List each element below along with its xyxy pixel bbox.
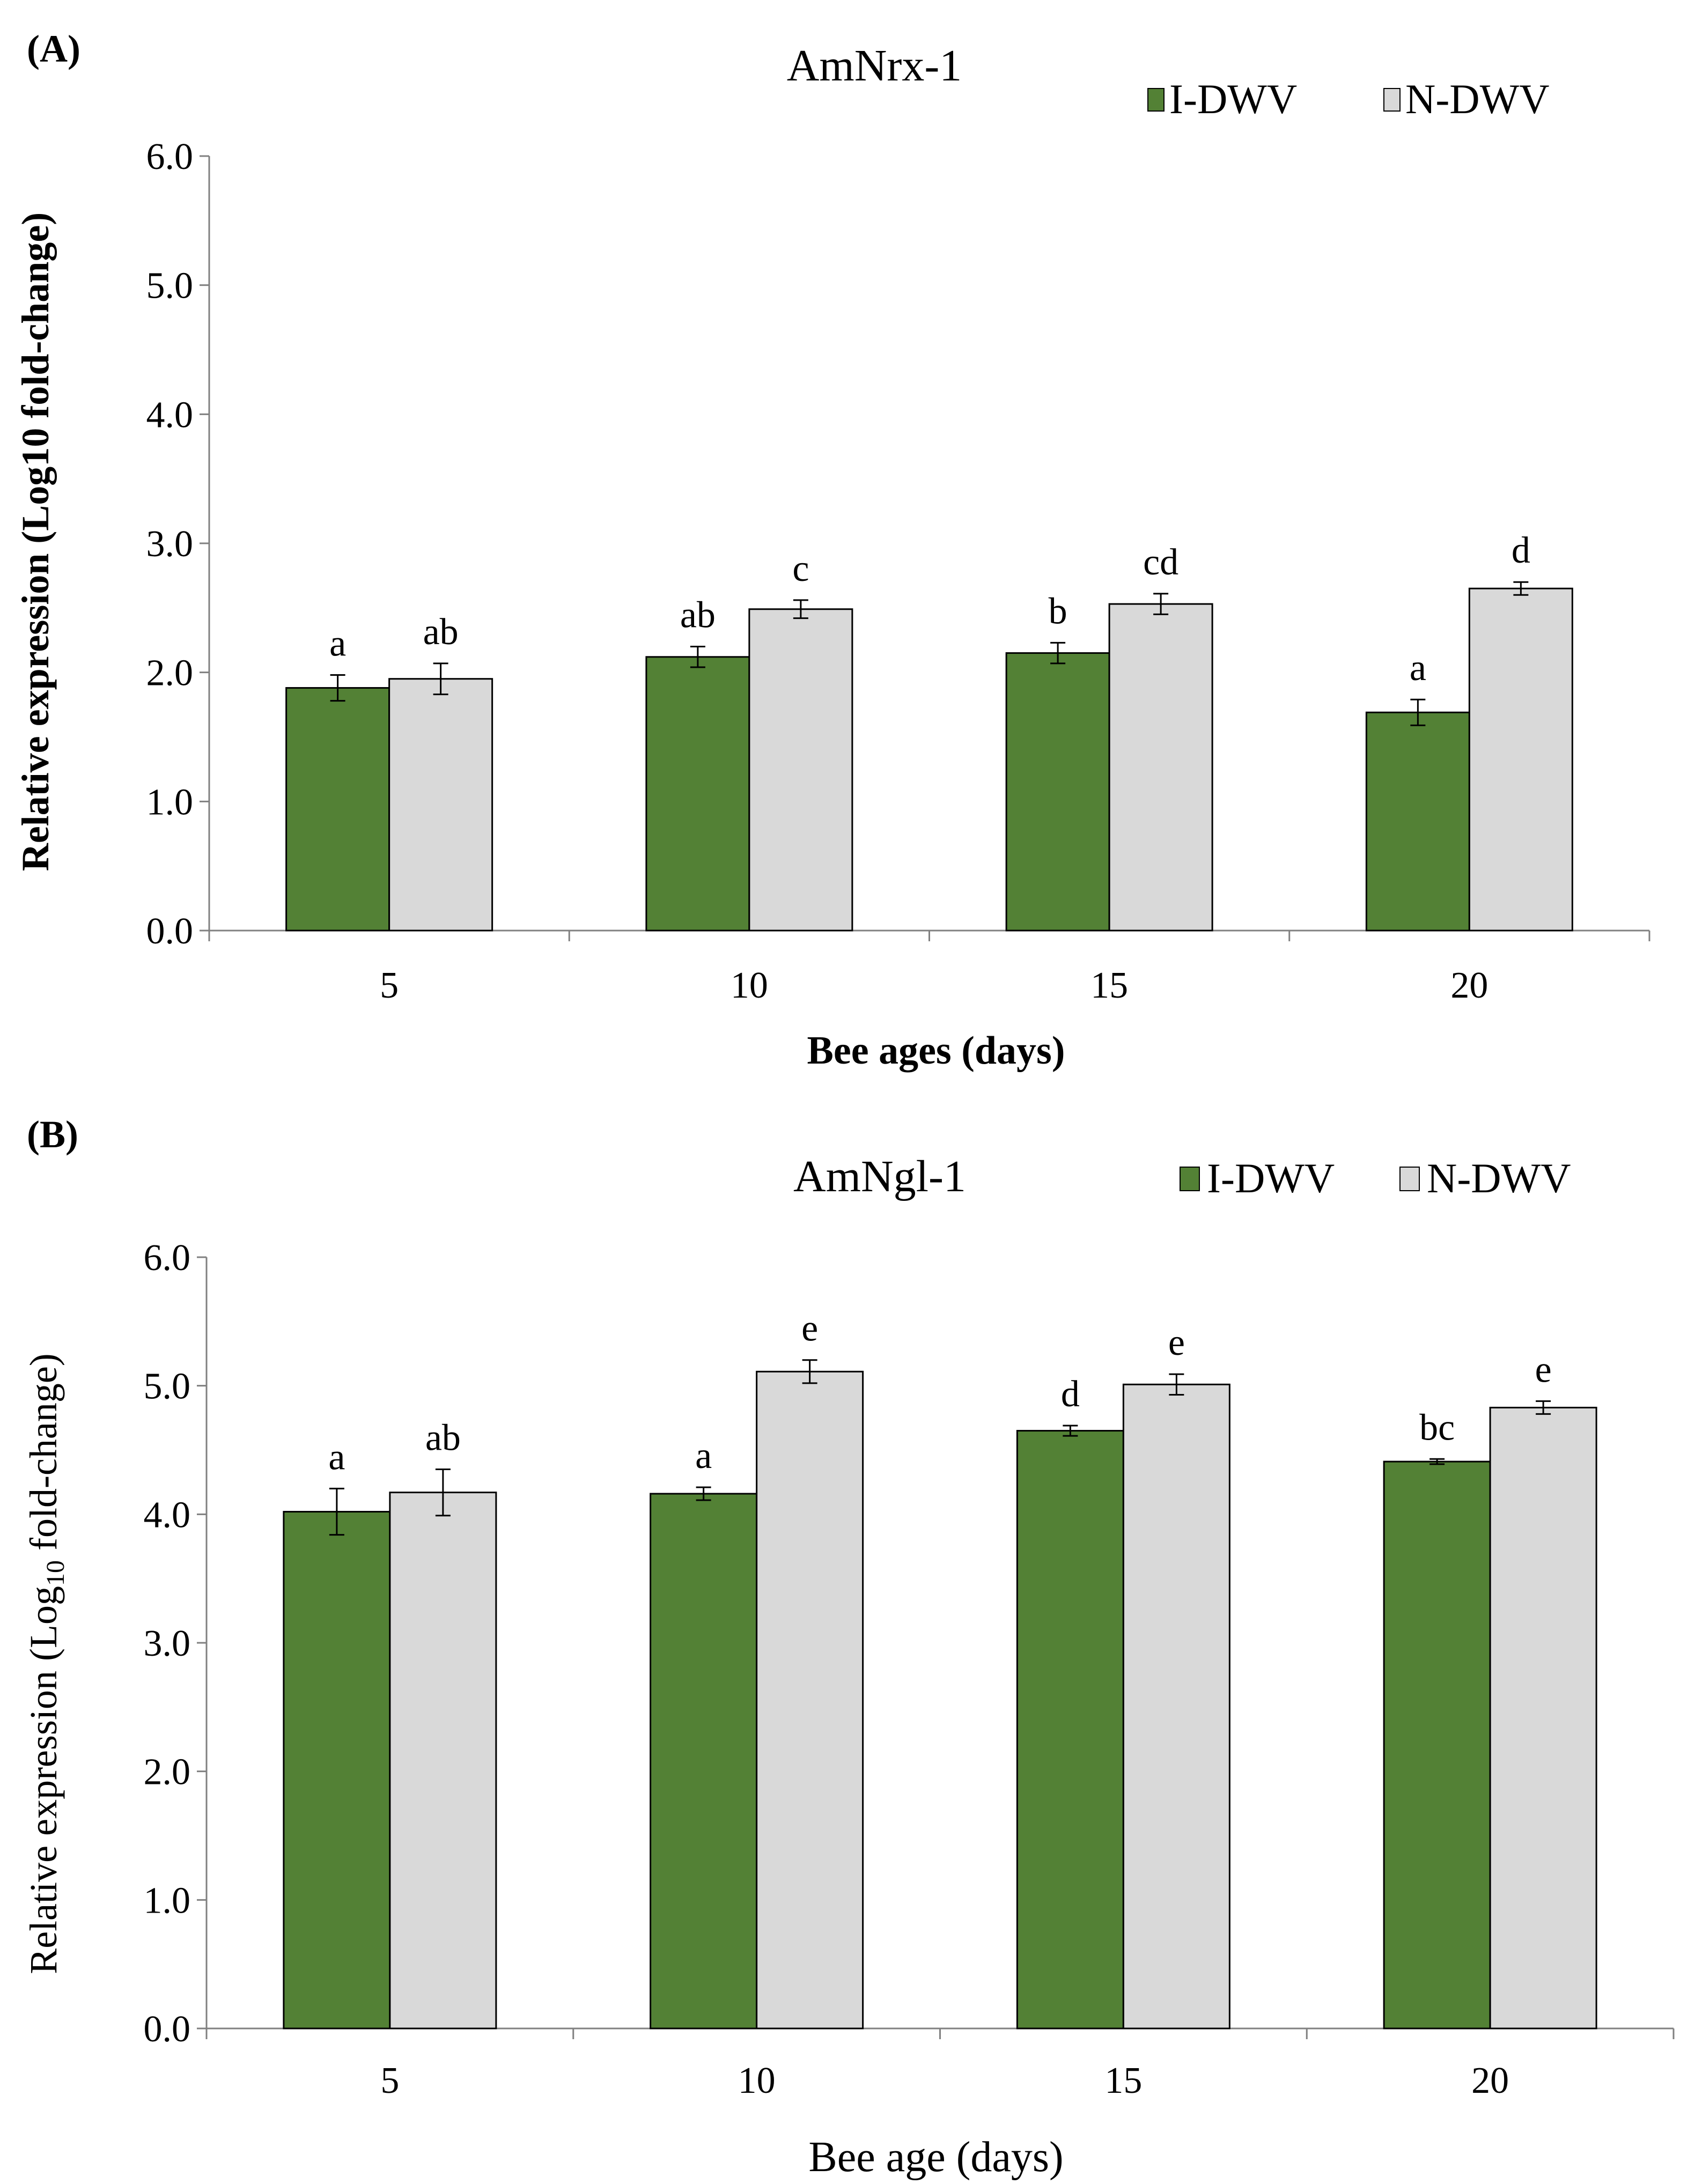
- chart-a-legend: I-DWV N-DWV: [1147, 76, 1550, 122]
- y-tick-label: 3.0: [144, 1623, 191, 1664]
- legend-b-swatch-ndwv: [1399, 1167, 1420, 1191]
- significance-letter: a: [328, 1436, 345, 1478]
- y-tick-label: 6.0: [146, 136, 194, 178]
- bar-ndwv: [388, 678, 493, 932]
- chart-b-xlabel: Bee age (days): [808, 2134, 1063, 2181]
- chart-b-title: AmNgl-1: [793, 1152, 966, 1201]
- y-tick-label: 1.0: [144, 1880, 191, 1921]
- significance-letter: e: [801, 1308, 818, 1349]
- x-tick-label: 15: [1090, 965, 1128, 1006]
- chart-b-legend: I-DWV N-DWV: [1180, 1155, 1571, 1201]
- y-tick-label: 1.0: [146, 781, 194, 823]
- legend-a-swatch-ndwv: [1383, 88, 1401, 112]
- legend-a-swatch-idwv: [1147, 88, 1165, 112]
- x-tick-label: 10: [731, 965, 768, 1006]
- chart-b-svg: (B) AmNgl-1 I-DWV N-DWV Relative express…: [22, 1113, 1675, 2181]
- y-tick-label: 4.0: [146, 394, 194, 436]
- x-tick-label: 5: [380, 2060, 399, 2101]
- panel-a-label: (A): [27, 27, 80, 70]
- bar-idwv: [1016, 1430, 1124, 2030]
- legend-a-label-idwv: I-DWV: [1169, 76, 1297, 122]
- chart-panel-a: (A) AmNrx-1 I-DWV N-DWV Relative express…: [14, 27, 1650, 1073]
- x-tick-label: 10: [738, 2060, 776, 2101]
- significance-letter: a: [695, 1435, 712, 1477]
- bar-idwv: [650, 1493, 758, 2030]
- y-tick-label: 2.0: [146, 653, 194, 694]
- bar-idwv: [283, 1511, 391, 2030]
- y-tick-label: 0.0: [144, 2009, 191, 2050]
- legend-b-swatch-idwv: [1180, 1167, 1200, 1191]
- significance-letter: e: [1535, 1349, 1552, 1390]
- y-tick-label: 5.0: [146, 265, 194, 307]
- bar-ndwv: [756, 1370, 864, 2030]
- significance-letter: ab: [425, 1417, 461, 1458]
- bar-ndwv: [1489, 1406, 1597, 2030]
- significance-letter: d: [1061, 1374, 1080, 1415]
- significance-letter: bc: [1419, 1407, 1455, 1448]
- bar-ndwv: [389, 1492, 497, 2030]
- chart-a-plot: 0.0 1.0 2.0 3.0 4.0 5.0 6.0 5 a ab 10 ab c 15 b cd 20 a d: [146, 136, 1650, 1006]
- y-tick-label: 6.0: [144, 1237, 191, 1279]
- x-tick-label: 5: [380, 965, 399, 1006]
- chart-panel-b: (B) AmNgl-1 I-DWV N-DWV Relative express…: [0, 1092, 1695, 2184]
- chart-b-ylabel: Relative expression (Log10 fold-change): [22, 1353, 70, 1974]
- chart-b-ylabel-prefix: Relative expression (Log: [22, 1586, 65, 1974]
- bar-ndwv: [1108, 603, 1213, 932]
- chart-a-svg: (A) AmNrx-1 I-DWV N-DWV Relative express…: [14, 27, 1650, 1073]
- bar-idwv: [1383, 1460, 1491, 2030]
- legend-b-label-ndwv: N-DWV: [1427, 1155, 1571, 1201]
- legend-b-label-idwv: I-DWV: [1207, 1155, 1335, 1201]
- y-tick-label: 5.0: [144, 1366, 191, 1407]
- chart-a-ylabel: Relative expression (Log10 fold-change): [14, 212, 57, 872]
- bar-ndwv: [1468, 587, 1573, 932]
- bar-idwv: [1005, 652, 1110, 932]
- significance-letter: d: [1512, 530, 1530, 571]
- chart-a-title: AmNrx-1: [787, 41, 962, 91]
- bar-idwv: [1365, 711, 1470, 932]
- panel-b-label: (B): [27, 1113, 78, 1156]
- significance-letter: ab: [423, 611, 459, 653]
- chart-a-xlabel: Bee ages (days): [807, 1029, 1065, 1073]
- x-tick-label: 15: [1104, 2060, 1142, 2101]
- bar-idwv: [645, 656, 750, 932]
- x-tick-label: 20: [1471, 2060, 1509, 2101]
- significance-letter: a: [329, 623, 346, 664]
- x-tick-label: 20: [1450, 965, 1488, 1006]
- chart-b-ylabel-subscript: 10: [41, 1560, 70, 1586]
- legend-a-label-ndwv: N-DWV: [1405, 76, 1550, 122]
- y-tick-label: 4.0: [144, 1494, 191, 1536]
- bar-ndwv: [1122, 1383, 1230, 2030]
- significance-letter: ab: [680, 595, 716, 636]
- bar-ndwv: [748, 608, 853, 932]
- chart-b-ylabel-suffix: fold-change): [22, 1353, 65, 1560]
- significance-letter: e: [1168, 1322, 1185, 1363]
- significance-letter: cd: [1143, 542, 1178, 583]
- y-tick-label: 3.0: [146, 523, 194, 565]
- bar-idwv: [285, 687, 390, 932]
- y-tick-label: 0.0: [146, 911, 194, 952]
- significance-letter: c: [792, 548, 809, 589]
- y-tick-label: 2.0: [144, 1752, 191, 1793]
- significance-letter: b: [1049, 591, 1067, 632]
- significance-letter: a: [1410, 647, 1426, 689]
- chart-b-plot: 0.0 1.0 2.0 3.0 4.0 5.0 6.0 5 a ab 10 a e 15 d e 20 bc e: [144, 1237, 1675, 2101]
